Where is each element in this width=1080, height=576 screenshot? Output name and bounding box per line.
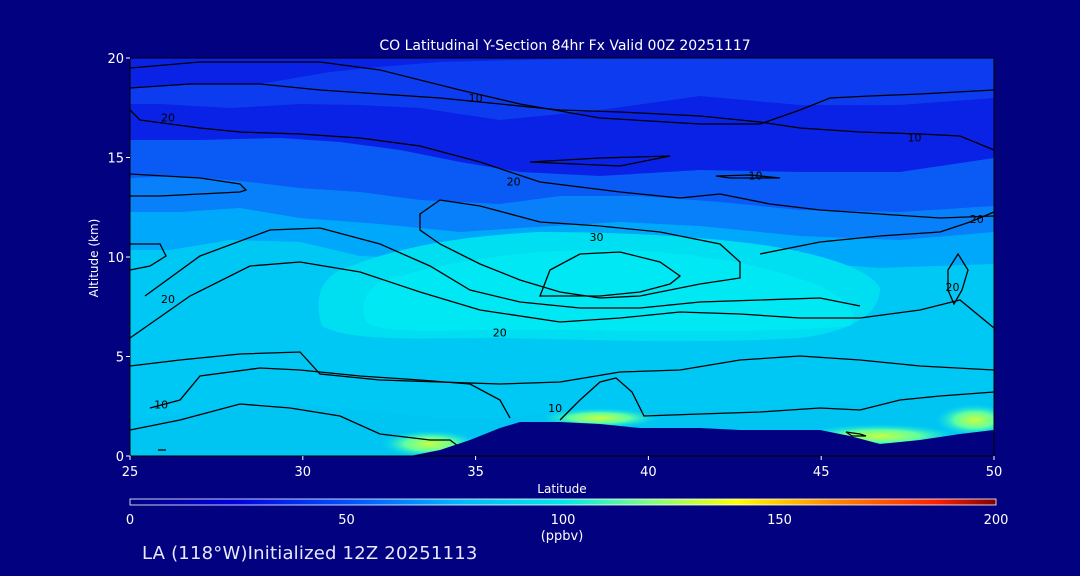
x-axis-label: Latitude: [537, 482, 586, 496]
contour-line: [130, 403, 459, 447]
colorbar-tick-label: 100: [551, 513, 576, 528]
band-level-2: [130, 58, 994, 120]
initialization-caption: LA (118°W)Initialized 12Z 20251113: [142, 543, 478, 564]
contour-label: 20: [493, 327, 507, 340]
contour-line: [759, 211, 994, 255]
contour-line: [845, 431, 867, 437]
contour-line: [130, 173, 248, 197]
contour-lines: [130, 61, 994, 451]
contour-line: [529, 155, 671, 167]
y-tick-label: 20: [107, 52, 124, 67]
x-tick-label: 45: [813, 465, 830, 480]
colorbar-tick-label: 150: [767, 513, 792, 528]
colorbar-ticks: 0 50 100 150 200: [126, 513, 1009, 528]
y-tick-label: 15: [107, 152, 124, 167]
contour-line: [947, 252, 969, 306]
x-tick-label: 40: [640, 465, 657, 480]
contour-line: [130, 351, 994, 385]
colorbar-tick-label: 200: [984, 513, 1009, 528]
contour-line: [144, 227, 861, 309]
y-tick-label: 0: [116, 450, 124, 465]
contour-label: 10: [154, 398, 168, 411]
contour-label: 20: [161, 293, 175, 306]
x-tick-label: 50: [986, 465, 1003, 480]
contour-label: 30: [590, 231, 604, 244]
y-axis: 0 5 10 15 20: [107, 52, 130, 465]
x-tick-label: 35: [467, 465, 484, 480]
contour-line: [559, 377, 994, 421]
colorbar-tick-label: 0: [126, 513, 134, 528]
contour-label: 20: [946, 281, 960, 294]
y-axis-label: Altitude (km): [87, 219, 101, 298]
contour-line: [715, 174, 781, 179]
terrain-mask: [410, 422, 994, 456]
x-axis: 25 30 35 40 45 50: [122, 456, 1003, 480]
chart-title: CO Latitudinal Y-Section 84hr Fx Valid 0…: [379, 38, 750, 54]
contour-label: 20: [161, 112, 175, 125]
x-tick-label: 30: [295, 465, 312, 480]
contour-line: [130, 109, 994, 219]
x-tick-label: 25: [122, 465, 139, 480]
contour-label: 20: [507, 175, 521, 188]
y-tick-label: 10: [107, 251, 124, 266]
contour-label: 10: [908, 132, 922, 145]
colorbar-tick-label: 50: [338, 513, 355, 528]
contour-label: 20: [970, 213, 984, 226]
contour-line: [419, 199, 741, 299]
contour-label: 10: [548, 402, 562, 415]
contour-labels: 10 10 10 10 10 20 20 20 20 20 20 30: [154, 92, 984, 415]
contour-label: 10: [469, 92, 483, 105]
surface-high-glow-4: [935, 404, 994, 436]
colorbar: [129, 498, 997, 506]
contour-label: 10: [749, 169, 763, 182]
plot-area: [130, 58, 994, 456]
contour-line: [130, 83, 994, 151]
contour-line: [130, 61, 994, 125]
contour-line: [130, 261, 994, 339]
contour-line: [130, 243, 167, 271]
contour-line: [149, 367, 511, 419]
colorbar-unit-label: (ppbv): [541, 529, 584, 544]
y-tick-label: 5: [116, 351, 124, 366]
